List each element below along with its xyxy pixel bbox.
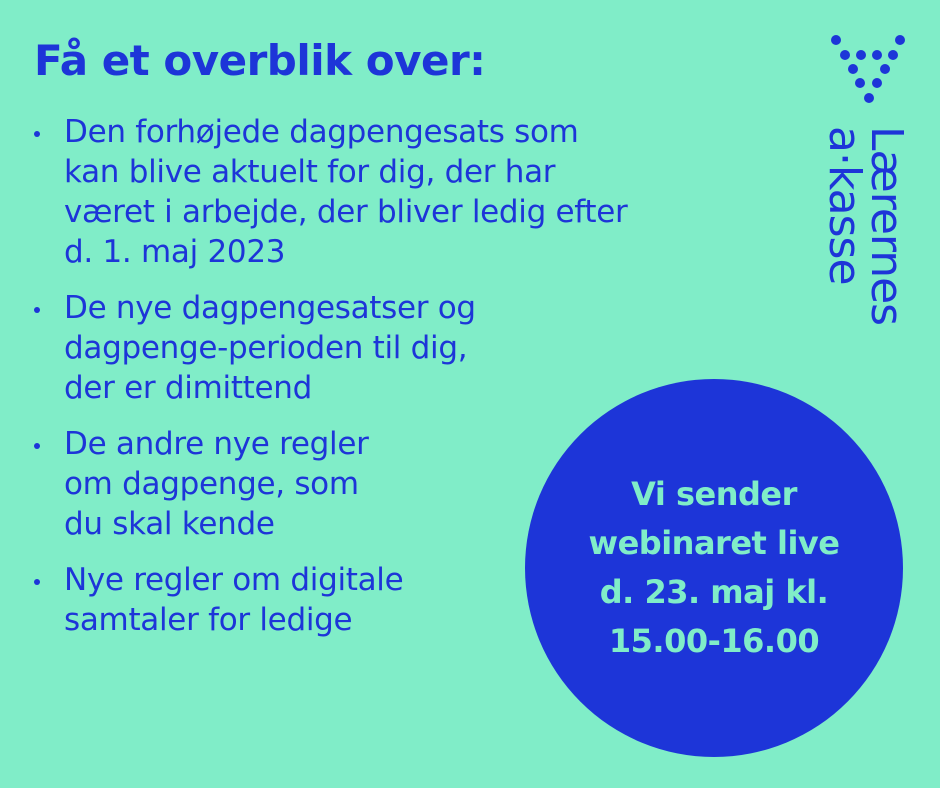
bullet-list: Den forhøjede dagpengesats som kan blive… [34,112,754,656]
bullet-dot-icon [34,579,40,585]
bullet-dot-icon [34,443,40,449]
bullet-dot-icon [34,307,40,313]
bullet-text: De andre nye regler om dagpenge, som du … [64,426,369,542]
logo: Lærernes a·kasse [819,30,916,350]
logo-line1: Lærernes [861,126,912,326]
bullet-text: Den forhøjede dagpengesats som kan blive… [64,114,628,270]
bullet-item: De nye dagpengesatser og dagpenge-period… [34,288,754,408]
webinar-date-text: Vi sender webinaret live d. 23. maj kl. … [588,475,840,660]
bullet-text: Nye regler om digitale samtaler for ledi… [64,562,404,638]
heading: Få et overblik over: [34,36,486,85]
bullet-dot-icon [34,131,40,137]
bullet-item: Nye regler om digitale samtaler for ledi… [34,560,754,640]
webinar-date-badge: Vi sender webinaret live d. 23. maj kl. … [525,379,903,757]
bullet-text: De nye dagpengesatser og dagpenge-period… [64,290,476,406]
logo-line2: a·kasse [819,126,870,285]
bullet-item: Den forhøjede dagpengesats som kan blive… [34,112,754,272]
bullet-item: De andre nye regler om dagpenge, som du … [34,424,754,544]
